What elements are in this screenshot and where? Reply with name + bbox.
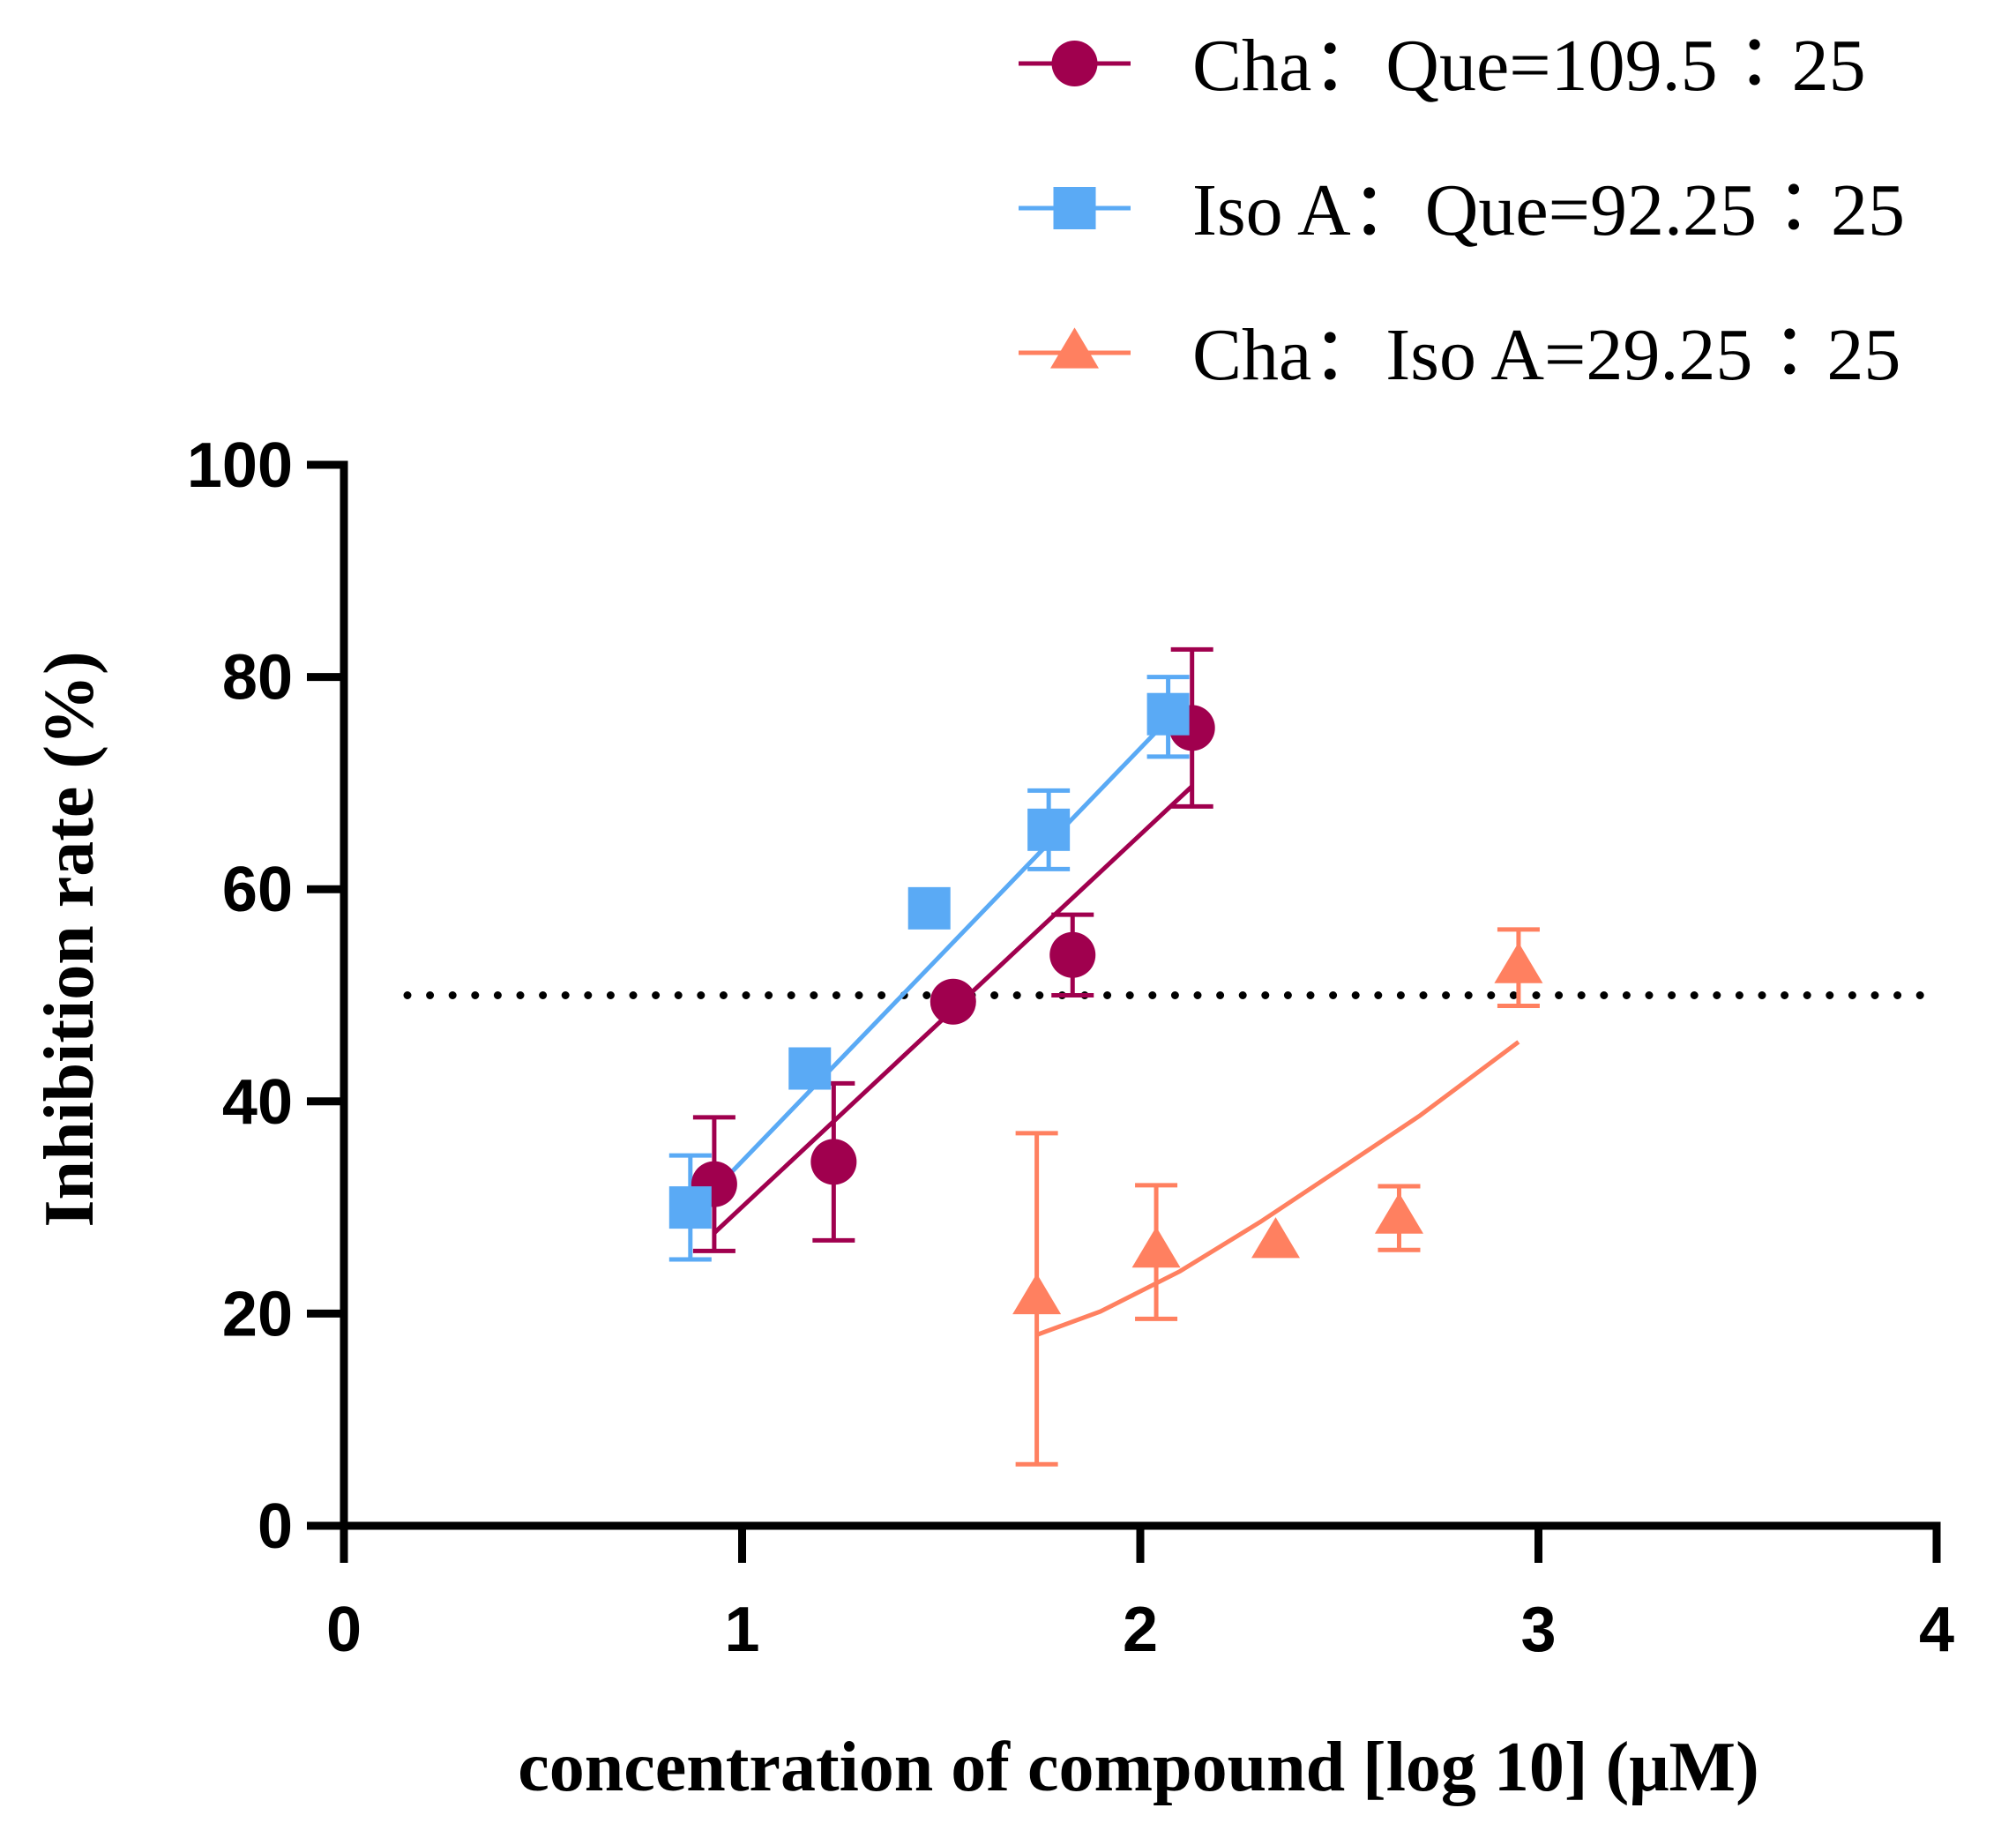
data-point-isoa-que <box>668 1186 712 1229</box>
legend-marker <box>1051 41 1098 86</box>
legend-entry-cha-que: Cha：Que=109.5∶25 <box>1019 25 1866 107</box>
x-tick-label: 4 <box>1919 1595 1954 1665</box>
x-tick-label: 3 <box>1520 1595 1556 1665</box>
legend-entry-isoa-que: Iso A：Que=92.25∶25 <box>1019 169 1905 251</box>
y-tick-label: 40 <box>222 1067 293 1138</box>
data-point-cha-que <box>930 978 976 1025</box>
y-tick-label: 0 <box>258 1491 293 1562</box>
legend-marker <box>1053 187 1096 229</box>
legend: Cha：Que=109.5∶25 Iso A：Que=92.25∶25 Cha：Is… <box>1019 25 1905 396</box>
x-tick-label: 1 <box>724 1595 759 1665</box>
data-point-cha-isoa <box>1494 942 1543 983</box>
data-point-isoa-que <box>788 1047 832 1090</box>
legend-label: Cha：Iso A=29.25∶25 <box>1192 314 1900 396</box>
data-point-cha-isoa <box>1012 1273 1062 1315</box>
data-point-cha-que <box>1049 931 1096 978</box>
y-tick-label: 20 <box>222 1279 293 1349</box>
data-point-isoa-que <box>1027 808 1071 851</box>
x-axis-title: concentration of compound [log 10] (μM) <box>518 1729 1758 1806</box>
data-markers <box>668 692 1543 1315</box>
legend-entry-cha-isoa: Cha：Iso A=29.25∶25 <box>1019 314 1900 396</box>
axis-labels: concentration of compound [log 10] (μM) … <box>31 651 1759 1806</box>
axes: 0 20 40 60 80 100 0 1 2 3 4 <box>187 430 1954 1665</box>
data-point-isoa-que <box>1146 692 1190 736</box>
data-point-cha-que <box>810 1139 857 1185</box>
y-tick-label: 60 <box>222 855 293 925</box>
data-point-cha-isoa <box>1131 1226 1181 1268</box>
fit-line-cha-isoa <box>1035 1040 1520 1337</box>
x-tick-label: 2 <box>1123 1595 1158 1665</box>
legend-label: Iso A：Que=92.25∶25 <box>1192 169 1905 251</box>
y-tick-label: 100 <box>187 430 293 501</box>
fit-line-isoa-que <box>689 717 1170 1217</box>
data-point-cha-isoa <box>1374 1192 1423 1234</box>
y-tick-label: 80 <box>222 643 293 714</box>
data-point-cha-isoa <box>1251 1217 1301 1259</box>
y-axis-title: Inhibition rate (%) <box>31 651 108 1227</box>
legend-marker <box>1050 327 1099 369</box>
data-point-isoa-que <box>907 886 951 930</box>
legend-label: Cha：Que=109.5∶25 <box>1192 25 1866 107</box>
x-tick-label: 0 <box>326 1595 362 1665</box>
